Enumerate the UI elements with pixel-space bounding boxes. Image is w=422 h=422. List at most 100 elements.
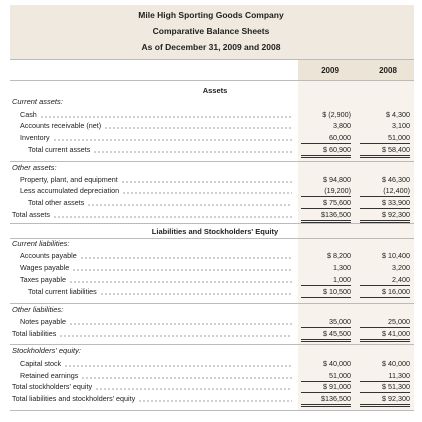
cell-value: $ 75,600 bbox=[301, 198, 351, 209]
cell-value: $136,500 bbox=[301, 210, 351, 223]
cell-value: $ 8,200 bbox=[327, 251, 351, 260]
cell-value: $ 92,300 bbox=[360, 394, 410, 407]
cell-value: $ 45,500 bbox=[301, 329, 351, 342]
cell-value: $ 94,800 bbox=[323, 175, 351, 184]
row-label: Notes payable bbox=[20, 317, 66, 326]
row-label-wrap: Total assets bbox=[12, 210, 292, 219]
cell-value: $ 60,900 bbox=[301, 145, 351, 158]
leader-dots bbox=[64, 359, 292, 367]
cell-value: $ 10,400 bbox=[382, 251, 410, 260]
cell-value: 3,200 bbox=[392, 263, 410, 272]
cell-value: 51,000 bbox=[301, 371, 351, 382]
row-label: Property, plant, and equipment bbox=[20, 175, 118, 184]
row-label-wrap: Wages payable bbox=[20, 263, 292, 272]
cell-value: $ 91,000 bbox=[301, 382, 351, 393]
leader-dots bbox=[104, 121, 292, 129]
cell-value: 51,000 bbox=[360, 133, 410, 144]
row-label-wrap: Total other assets bbox=[28, 198, 292, 207]
row-label-wrap: Inventory bbox=[20, 133, 292, 142]
table-row: Inventory 60,000 51,000 bbox=[0, 133, 422, 144]
table-row: Property, plant, and equipment $ 94,800 $ … bbox=[0, 175, 422, 186]
rule bbox=[10, 161, 414, 162]
row-label-wrap: Accounts payable bbox=[20, 251, 292, 260]
cell-value: $ 92,300 bbox=[360, 210, 410, 223]
row-label: Wages payable bbox=[20, 263, 70, 272]
cell-value: $ 51,300 bbox=[360, 382, 410, 393]
row-label-wrap: Capital stock bbox=[20, 359, 292, 368]
section-heading: Assets bbox=[202, 86, 228, 95]
cell-value: 35,000 bbox=[301, 317, 351, 328]
table-row: Total stockholders' equity $ 91,000 $ 51,3… bbox=[0, 382, 422, 393]
column-header-band bbox=[298, 59, 414, 80]
leader-dots bbox=[68, 275, 292, 283]
table-row: Total other assets $ 75,600 $ 33,900 bbox=[0, 198, 422, 209]
cell-value: $ 40,000 bbox=[382, 359, 410, 368]
row-label: Inventory bbox=[20, 133, 50, 142]
company-name: Mile High Sporting Goods Company bbox=[138, 10, 284, 20]
leader-dots bbox=[52, 210, 292, 218]
value-columns-band bbox=[298, 59, 414, 410]
cell-value: $ 58,400 bbox=[360, 145, 410, 158]
rule bbox=[10, 410, 414, 411]
table-row: Total liabilities and stockholders' equi… bbox=[0, 394, 422, 407]
row-label: Retained earnings bbox=[20, 371, 79, 380]
row-label-wrap: Accounts receivable (net) bbox=[20, 121, 292, 130]
group-title: Other assets: bbox=[12, 163, 57, 172]
cell-value: 1,300 bbox=[333, 263, 351, 272]
rule bbox=[10, 223, 414, 224]
cell-value: $ 40,000 bbox=[323, 359, 351, 368]
table-row: Total current liabilities $ 10,500 $ 16,00… bbox=[0, 287, 422, 298]
statement-date: As of December 31, 2009 and 2008 bbox=[141, 42, 281, 52]
group-title: Current assets: bbox=[12, 97, 63, 106]
cell-value: $ 4,300 bbox=[386, 110, 410, 119]
cell-value: (19,200) bbox=[301, 186, 351, 197]
row-label: Total current assets bbox=[28, 145, 91, 154]
cell-value: $ 33,900 bbox=[360, 198, 410, 209]
column-header: 2008 bbox=[379, 66, 397, 75]
row-label-wrap: Notes payable bbox=[20, 317, 292, 326]
row-label: Accounts payable bbox=[20, 251, 77, 260]
leader-dots bbox=[99, 287, 292, 295]
leader-dots bbox=[72, 263, 292, 271]
leader-dots bbox=[138, 394, 292, 402]
rule bbox=[10, 59, 414, 60]
row-label: Total assets bbox=[12, 210, 50, 219]
table-row: Total assets $136,500 $ 92,300 bbox=[0, 210, 422, 223]
table-row: Accounts receivable (net) 3,800 3,100 bbox=[0, 121, 422, 132]
row-label: Total liabilities bbox=[12, 329, 57, 338]
group-title: Current liabilities: bbox=[12, 239, 70, 248]
rule bbox=[10, 80, 414, 81]
row-label: Taxes payable bbox=[20, 275, 66, 284]
row-label: Total liabilities and stockholders' equi… bbox=[12, 394, 136, 403]
rule bbox=[10, 344, 414, 345]
group-title: Other liabilities: bbox=[12, 305, 64, 314]
table-row: Taxes payable 1,000 2,400 bbox=[0, 275, 422, 286]
row-label-wrap: Total liabilities and stockholders' equi… bbox=[12, 394, 292, 403]
row-label-wrap: Taxes payable bbox=[20, 275, 292, 284]
cell-value: $ 46,300 bbox=[382, 175, 410, 184]
rule bbox=[10, 303, 414, 304]
rule bbox=[10, 238, 414, 239]
header-band bbox=[10, 5, 414, 59]
cell-value: $ (2,900) bbox=[322, 110, 351, 119]
leader-dots bbox=[79, 251, 292, 259]
row-label-wrap: Total stockholders' equity bbox=[12, 382, 292, 391]
leader-dots bbox=[120, 175, 292, 183]
table-row: Total current assets $ 60,900 $ 58,400 bbox=[0, 145, 422, 158]
row-label-wrap: Less accumulated depreciation bbox=[20, 186, 292, 195]
row-label: Total other assets bbox=[28, 198, 85, 207]
leader-dots bbox=[87, 198, 292, 206]
table-row: Notes payable 35,000 25,000 bbox=[0, 317, 422, 328]
row-label: Less accumulated depreciation bbox=[20, 186, 120, 195]
row-label-wrap: Total current assets bbox=[28, 145, 292, 154]
table-row: Retained earnings 51,000 11,300 bbox=[0, 371, 422, 382]
row-label: Total stockholders' equity bbox=[12, 382, 93, 391]
section-heading: Liabilities and Stockholders' Equity bbox=[151, 227, 279, 236]
leader-dots bbox=[68, 317, 292, 325]
cell-value: 60,000 bbox=[301, 133, 351, 144]
row-label: Accounts receivable (net) bbox=[20, 121, 102, 130]
leader-dots bbox=[95, 382, 292, 390]
row-label-wrap: Total current liabilities bbox=[28, 287, 292, 296]
row-label-wrap: Property, plant, and equipment bbox=[20, 175, 292, 184]
